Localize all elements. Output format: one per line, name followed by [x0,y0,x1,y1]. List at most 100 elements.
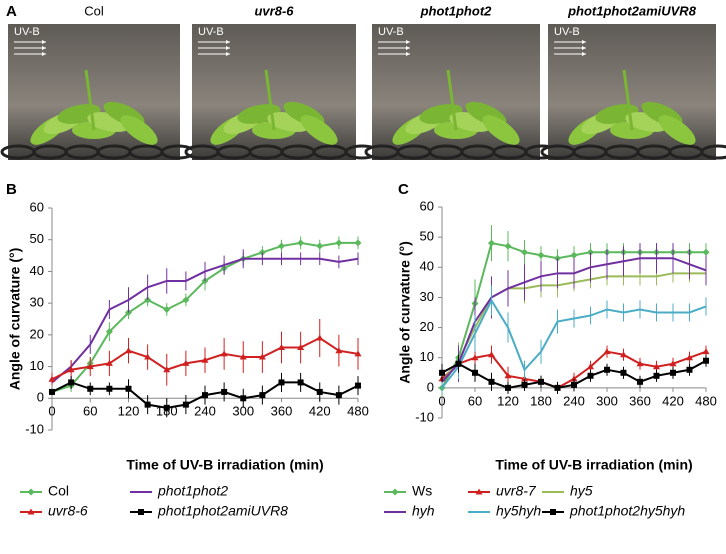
data-point [686,354,693,361]
y-tick-label: -10 [415,409,434,424]
y-tick-label: 60 [420,198,434,213]
data-point [67,366,75,373]
data-point [335,239,343,247]
legend-marker [27,508,35,515]
data-point [297,239,305,247]
data-point [87,385,94,392]
legend-marker [138,509,144,515]
data-point [669,360,677,367]
legend-label: hyh [412,503,435,519]
data-point [105,359,113,366]
data-point [355,382,361,389]
data-point [335,347,343,354]
data-point [316,334,324,341]
data-point [182,296,190,304]
data-point [163,404,170,411]
photo-stem [622,69,634,131]
data-point [278,344,285,351]
data-point [570,375,578,382]
data-point [603,348,611,355]
data-point [670,369,676,376]
photo-leaf [658,115,696,145]
data-point [182,359,190,366]
y-tick-label: 30 [420,289,434,304]
photo-title: phot1phot2amiUVR8 [567,3,697,18]
data-point [144,353,152,360]
uv-arrowhead [42,52,46,56]
x-tick-label: 300 [596,393,618,408]
photo-leaf [300,115,338,145]
data-point [297,379,304,386]
data-point [636,360,644,367]
data-point [220,350,228,357]
data-point [163,366,171,373]
legend-marker [550,509,556,515]
data-point [278,379,285,386]
legend-marker [475,488,483,495]
data-point [105,328,113,336]
data-point [521,381,528,388]
legend-label: phot1phot2amiUVR8 [157,503,288,519]
data-point [354,239,362,247]
data-point [68,379,75,386]
data-point [335,392,342,399]
photo-stem [84,69,96,131]
legend-marker [391,488,399,496]
data-point [125,347,132,354]
legend-label: uvr8-7 [496,483,537,499]
data-point [49,388,55,395]
photo-pot [700,144,726,160]
data-point [125,385,132,392]
data-point [620,351,627,358]
x-tick-label: 480 [695,393,717,408]
data-point [686,366,693,373]
data-point [537,251,545,259]
data-point [163,305,171,313]
x-tick-label: 360 [271,404,293,419]
y-tick-label: 50 [30,231,44,246]
uv-label: UV-B [14,26,40,38]
x-tick-label: 120 [118,404,140,419]
data-point [472,369,478,376]
uv-arrowhead [226,52,230,56]
data-point [488,239,495,247]
data-point [239,353,247,360]
x-tick-label: 120 [497,393,519,408]
y-tick-label: 40 [420,259,434,274]
y-tick-label: 40 [30,263,44,278]
series [49,372,361,418]
data-point [455,360,462,367]
panel-letter: C [398,181,409,198]
x-tick-label: 60 [83,404,97,419]
photo-title: uvr8-6 [254,3,294,18]
data-point [86,363,94,370]
data-point [278,242,285,250]
uv-label: UV-B [378,26,404,38]
data-point [201,356,209,363]
legend-label: Ws [412,483,432,499]
data-point [144,401,151,408]
data-point [653,372,660,379]
data-point [354,350,362,357]
data-point [202,392,208,399]
series-line [441,257,707,383]
data-point [604,366,610,373]
data-point [587,372,594,379]
photo-stem [446,69,458,131]
data-point [620,369,627,376]
y-tick-label: 50 [420,229,434,244]
photo-title: Col [84,3,104,18]
data-point [538,378,544,385]
data-point [258,353,266,360]
data-point [653,363,660,370]
y-tick-label: 20 [30,326,44,341]
y-axis-title: Angle of curvature (°) [7,248,23,391]
uv-arrowhead [406,40,410,44]
legend-label: hy5 [570,483,593,499]
data-point [316,242,324,250]
legend-label: phot1phot2 [157,483,228,499]
x-axis-title: Time of UV-B irradiation (min) [495,457,692,473]
y-tick-label: 0 [427,379,434,394]
photo-leaf [482,115,520,145]
uv-label: UV-B [198,26,224,38]
